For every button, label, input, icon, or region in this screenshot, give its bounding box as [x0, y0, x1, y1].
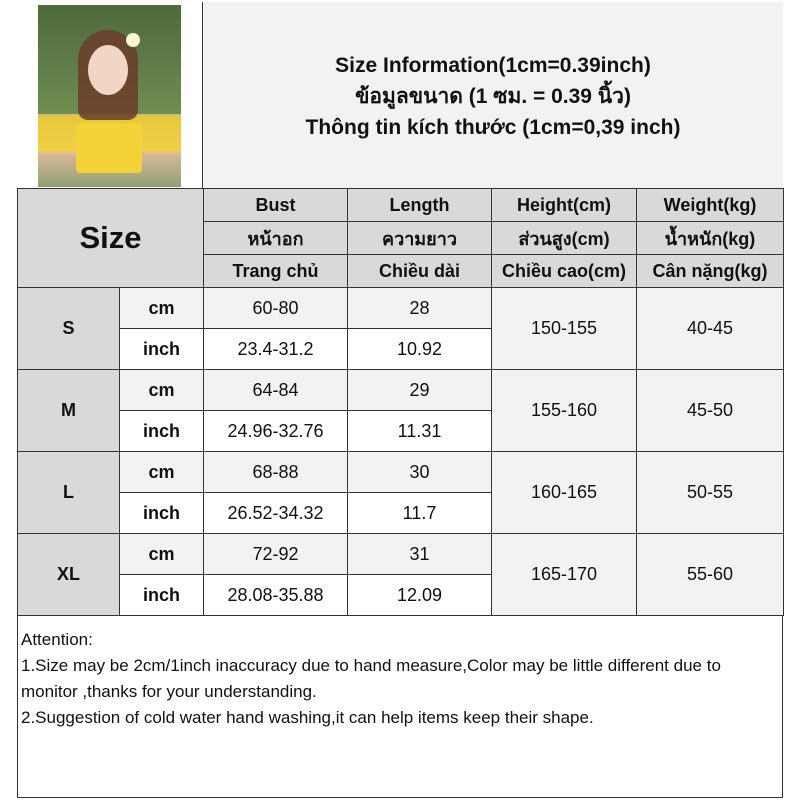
header-weight-vi: Cân nặng(kg): [636, 254, 784, 288]
bust-cm: 68-88: [203, 451, 348, 493]
title-english: Size Information(1cm=0.39inch): [335, 53, 651, 77]
table-row: inch 23.4-31.2 10.92: [18, 328, 784, 370]
header-weight-thai: น้ำหนัก(kg): [636, 221, 784, 255]
size-label: S: [17, 287, 120, 370]
bust-cm: 60-80: [203, 287, 348, 329]
header-length: Length: [347, 188, 492, 222]
length-inch: 12.09: [347, 574, 492, 616]
bust-inch: 26.52-34.32: [203, 492, 348, 534]
length-inch: 11.31: [347, 410, 492, 452]
unit-inch: inch: [119, 574, 204, 616]
table-row: inch 24.96-32.76 11.31: [18, 410, 784, 452]
height-range: 165-170: [491, 533, 637, 616]
height-range: 155-160: [491, 369, 637, 452]
header-weight: Weight(kg): [636, 188, 784, 222]
unit-inch: inch: [119, 492, 204, 534]
unit-cm: cm: [119, 369, 204, 411]
title-thai: ข้อมูลขนาด (1 ซม. = 0.39 นิ้ว): [355, 84, 631, 108]
header-section: Size Information(1cm=0.39inch) ข้อมูลขนา…: [17, 2, 783, 190]
note-item: 1.Size may be 2cm/1inch inaccuracy due t…: [21, 656, 721, 701]
weight-range: 50-55: [636, 451, 784, 534]
size-label: M: [17, 369, 120, 452]
length-inch: 11.7: [347, 492, 492, 534]
photo-cell: [17, 2, 203, 190]
header-bust: Bust: [203, 188, 348, 222]
title-vietnamese: Thông tin kích thước (1cm=0,39 inch): [305, 115, 681, 139]
unit-inch: inch: [119, 328, 204, 370]
length-cm: 30: [347, 451, 492, 493]
size-label: XL: [17, 533, 120, 616]
header-bust-vi: Trang chủ: [203, 254, 348, 288]
bust-inch: 23.4-31.2: [203, 328, 348, 370]
bust-cm: 64-84: [203, 369, 348, 411]
height-range: 160-165: [491, 451, 637, 534]
length-cm: 31: [347, 533, 492, 575]
header-height: Height(cm): [491, 188, 637, 222]
photo-flower: [126, 33, 140, 47]
table-row: XL cm 72-92 31 165-170 55-60: [17, 533, 784, 616]
size-table: Size Bust Length Height(cm) Weight(kg) ห…: [17, 188, 784, 616]
unit-cm: cm: [119, 451, 204, 493]
length-cm: 29: [347, 369, 492, 411]
attention-notes: Attention: 1.Size may be 2cm/1inch inacc…: [18, 627, 782, 797]
bust-inch: 28.08-35.88: [203, 574, 348, 616]
size-header: Size: [17, 188, 204, 288]
header-bust-thai: หน้าอก: [203, 221, 348, 255]
header-height-vi: Chiều cao(cm): [491, 254, 637, 288]
table-row: inch 26.52-34.32 11.7: [18, 492, 784, 534]
photo-face: [88, 45, 128, 95]
length-inch: 10.92: [347, 328, 492, 370]
unit-cm: cm: [119, 533, 204, 575]
table-row: inch 28.08-35.88 12.09: [18, 574, 784, 616]
length-cm: 28: [347, 287, 492, 329]
weight-range: 40-45: [636, 287, 784, 370]
height-range: 150-155: [491, 287, 637, 370]
unit-cm: cm: [119, 287, 204, 329]
product-photo: [38, 5, 181, 187]
weight-range: 55-60: [636, 533, 784, 616]
header-height-thai: ส่วนสูง(cm): [491, 221, 637, 255]
weight-range: 45-50: [636, 369, 784, 452]
unit-inch: inch: [119, 410, 204, 452]
size-info-title: Size Information(1cm=0.39inch) ข้อมูลขนา…: [203, 2, 783, 190]
photo-garment: [76, 123, 142, 173]
bust-cm: 72-92: [203, 533, 348, 575]
note-item: 2.Suggestion of cold water hand washing,…: [21, 708, 594, 727]
header-length-vi: Chiều dài: [347, 254, 492, 288]
bust-inch: 24.96-32.76: [203, 410, 348, 452]
header-length-thai: ความยาว: [347, 221, 492, 255]
size-label: L: [17, 451, 120, 534]
notes-heading: Attention:: [21, 630, 93, 649]
